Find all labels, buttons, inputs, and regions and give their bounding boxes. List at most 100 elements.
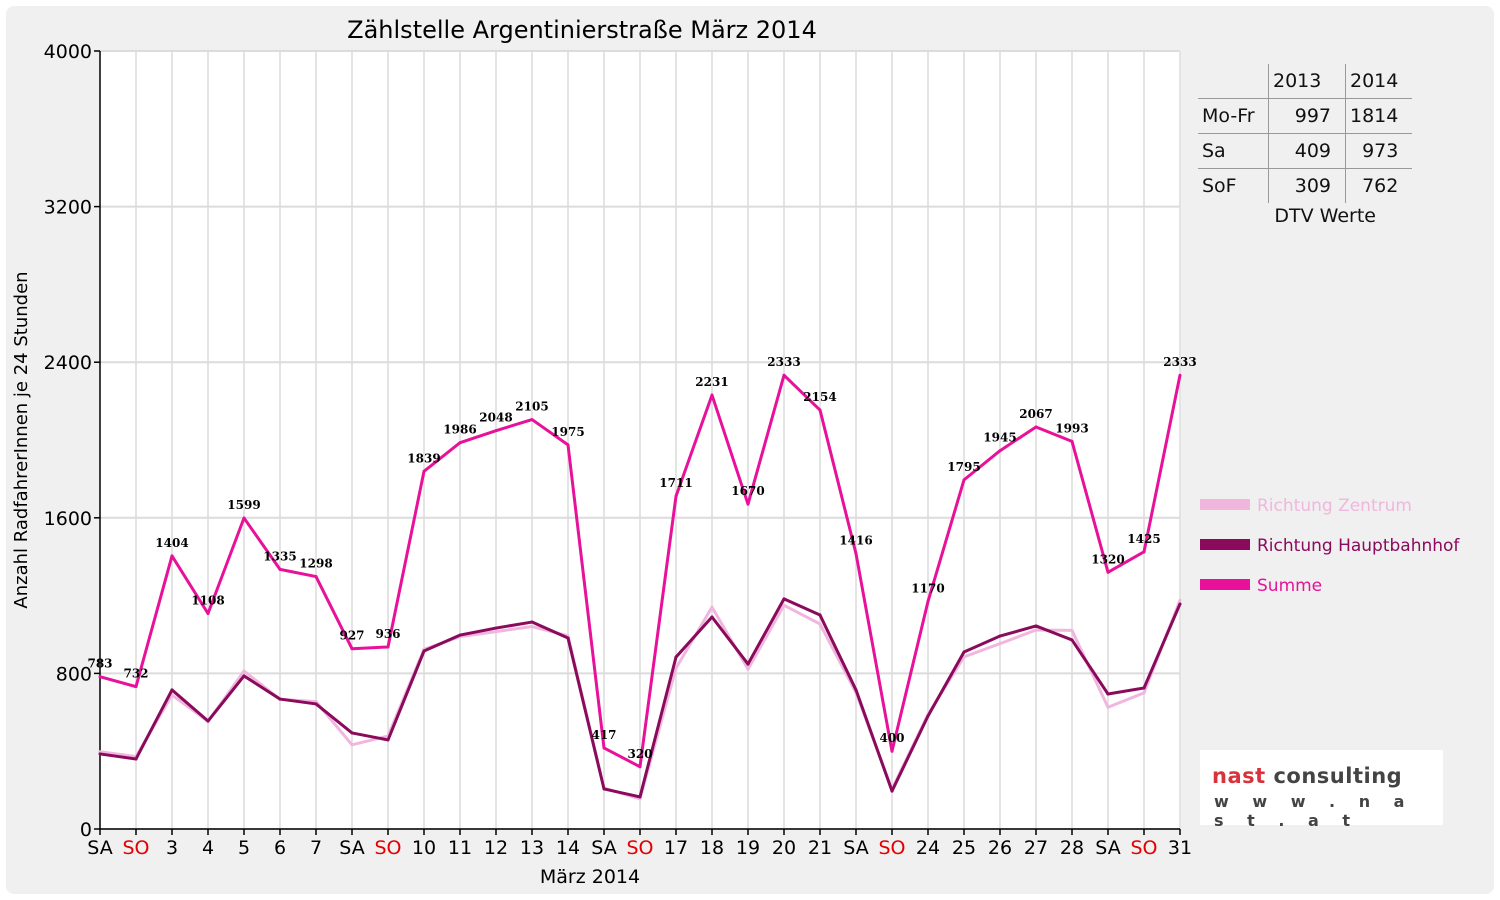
legend-label: Richtung Zentrum bbox=[1257, 496, 1412, 516]
x-tick-label: SA bbox=[87, 837, 112, 859]
y-tick-label: 1600 bbox=[44, 508, 92, 530]
x-tick-label: 20 bbox=[772, 837, 796, 859]
x-tick-label: 21 bbox=[808, 837, 832, 859]
data-point bbox=[1142, 686, 1146, 690]
data-point bbox=[422, 469, 426, 473]
x-tick-label: SO bbox=[1130, 837, 1157, 859]
data-point bbox=[494, 626, 498, 630]
data-point bbox=[98, 752, 102, 756]
x-tick-label: SA bbox=[591, 837, 616, 859]
data-point bbox=[1142, 691, 1146, 695]
x-tick-label: SO bbox=[374, 837, 401, 859]
x-tick-label: 31 bbox=[1168, 837, 1192, 859]
data-point bbox=[962, 650, 966, 654]
data-point bbox=[422, 649, 426, 653]
data-label: 2333 bbox=[1163, 355, 1196, 369]
y-tick-label: 2400 bbox=[44, 352, 92, 374]
data-point bbox=[926, 599, 930, 603]
data-label: 2333 bbox=[767, 355, 800, 369]
x-tick-label: 13 bbox=[520, 837, 544, 859]
data-label: 1320 bbox=[1091, 552, 1124, 566]
dtv-header-row: 2013 2014 bbox=[1198, 64, 1412, 99]
data-point bbox=[1070, 638, 1074, 642]
x-axis-label: März 2014 bbox=[540, 866, 640, 888]
logo-brand-red: nast bbox=[1212, 764, 1266, 788]
x-tick-label: 11 bbox=[448, 837, 472, 859]
x-tick-label: 14 bbox=[556, 837, 580, 859]
y-axis-label: Anzahl RadfahrerInnen je 24 Stunden bbox=[11, 271, 32, 608]
data-point bbox=[998, 449, 1002, 453]
data-point bbox=[134, 757, 138, 761]
y-tick-label: 3200 bbox=[44, 197, 92, 219]
data-point bbox=[1034, 624, 1038, 628]
data-point bbox=[890, 789, 894, 793]
dtv-row-label: SoF bbox=[1198, 168, 1269, 203]
data-point bbox=[782, 597, 786, 601]
x-tick-label: 25 bbox=[952, 837, 976, 859]
data-point bbox=[638, 795, 642, 799]
data-label: 1298 bbox=[299, 557, 332, 571]
data-point bbox=[782, 603, 786, 607]
x-tick-label: 5 bbox=[238, 837, 250, 859]
data-label: 2105 bbox=[515, 400, 548, 414]
data-label: 1599 bbox=[227, 498, 260, 512]
x-tick-label: 24 bbox=[916, 837, 940, 859]
dtv-value-2014: 762 bbox=[1345, 168, 1413, 203]
x-tick-label: 18 bbox=[700, 837, 724, 859]
data-point bbox=[242, 669, 246, 673]
data-label: 1993 bbox=[1055, 421, 1088, 435]
data-point bbox=[1178, 598, 1182, 602]
data-label: 936 bbox=[375, 627, 400, 641]
y-tick-label: 0 bbox=[80, 819, 92, 841]
x-tick-label: 12 bbox=[484, 837, 508, 859]
data-point bbox=[350, 731, 354, 735]
data-point bbox=[314, 702, 318, 706]
data-label: 2154 bbox=[803, 390, 836, 404]
data-point bbox=[566, 636, 570, 640]
legend-label: Summe bbox=[1257, 576, 1322, 596]
data-label: 320 bbox=[627, 747, 652, 761]
data-label: 927 bbox=[339, 629, 364, 643]
dtv-value-2014: 1814 bbox=[1345, 98, 1413, 134]
data-label: 1404 bbox=[155, 536, 188, 550]
x-tick-label: 6 bbox=[274, 837, 286, 859]
data-point bbox=[818, 622, 822, 626]
nast-consulting-logo: nast consulting w w w . n a s t . a t bbox=[1200, 750, 1443, 830]
data-label: 417 bbox=[591, 728, 616, 742]
data-point bbox=[854, 688, 858, 692]
data-point bbox=[206, 719, 210, 723]
x-tick-label: SA bbox=[339, 837, 364, 859]
data-point bbox=[602, 746, 606, 750]
data-label: 1711 bbox=[659, 476, 692, 490]
data-label: 1839 bbox=[407, 451, 440, 465]
x-tick-label: SA bbox=[843, 837, 868, 859]
data-point bbox=[1034, 628, 1038, 632]
data-point bbox=[242, 674, 246, 678]
legend-swatch bbox=[1200, 579, 1250, 590]
data-label: 1670 bbox=[731, 484, 764, 498]
data-point bbox=[674, 666, 678, 670]
data-point bbox=[638, 765, 642, 769]
data-point bbox=[242, 516, 246, 520]
legend-label: Richtung Hauptbahnhof bbox=[1257, 536, 1460, 556]
data-point bbox=[458, 441, 462, 445]
x-tick-label: SO bbox=[626, 837, 653, 859]
x-tick-label: 7 bbox=[310, 837, 322, 859]
x-tick-label: 28 bbox=[1060, 837, 1084, 859]
x-tick-label: 3 bbox=[166, 837, 178, 859]
data-label: 1945 bbox=[983, 431, 1016, 445]
data-point bbox=[998, 634, 1002, 638]
data-point bbox=[926, 714, 930, 718]
data-point bbox=[674, 655, 678, 659]
dtv-table: 2013 2014 Mo-Fr 997 1814 Sa 409 973 SoF … bbox=[1198, 64, 1413, 227]
data-point bbox=[818, 613, 822, 617]
dtv-row: Sa 409 973 bbox=[1198, 133, 1413, 169]
data-point bbox=[710, 605, 714, 609]
dtv-header-empty bbox=[1198, 64, 1269, 99]
chart-title: Zählstelle Argentinierstraße März 2014 bbox=[347, 16, 817, 44]
dtv-value-2013: 997 bbox=[1268, 98, 1346, 134]
data-point bbox=[746, 667, 750, 671]
data-point bbox=[890, 749, 894, 753]
data-point bbox=[170, 554, 174, 558]
data-point bbox=[530, 418, 534, 422]
